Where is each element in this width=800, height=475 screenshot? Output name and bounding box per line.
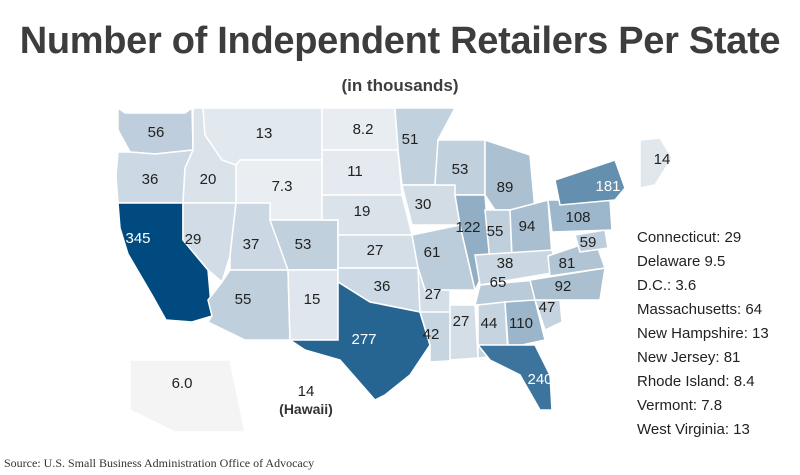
state-value-pa: 108 bbox=[565, 209, 590, 226]
state-fl bbox=[476, 344, 553, 411]
small-states-list: Connecticut: 29 Delaware 9.5 D.C.: 3.6 Mass… bbox=[637, 226, 769, 442]
state-ga bbox=[504, 299, 546, 346]
state-value-mn: 51 bbox=[402, 131, 419, 148]
state-value-va: 81 bbox=[559, 255, 576, 272]
state-value-wi: 53 bbox=[452, 161, 469, 178]
state-value-sd: 11 bbox=[347, 163, 363, 180]
hawaii-caption: (Hawaii) bbox=[279, 401, 333, 417]
state-value-nv: 29 bbox=[185, 231, 202, 248]
small-state-entry: Massachusetts: 64 bbox=[637, 301, 763, 318]
small-state-entry: Connecticut: 29 bbox=[637, 229, 742, 246]
state-value-ok: 36 bbox=[374, 278, 391, 295]
state-md bbox=[574, 229, 609, 253]
small-state-entry: Delaware 9.5 bbox=[637, 253, 726, 270]
state-value-wa: 56 bbox=[148, 124, 165, 141]
state-value-ak: 6.0 bbox=[172, 375, 193, 392]
state-tx bbox=[287, 280, 431, 401]
state-value-ia: 30 bbox=[415, 196, 432, 213]
state-mi bbox=[484, 138, 536, 211]
state-value-or: 36 bbox=[142, 171, 159, 188]
state-value-mo: 61 bbox=[424, 244, 441, 261]
state-value-id: 20 bbox=[200, 171, 217, 188]
state-ak bbox=[129, 359, 246, 433]
state-value-nm: 15 bbox=[304, 291, 321, 308]
state-value-az: 55 bbox=[235, 291, 252, 308]
state-value-ne: 19 bbox=[354, 203, 371, 220]
state-value-ut: 37 bbox=[243, 236, 260, 253]
state-value-al: 44 bbox=[481, 315, 498, 332]
map-subtitle: (in thousands) bbox=[341, 76, 459, 95]
small-state-entry: West Virginia: 13 bbox=[637, 421, 750, 438]
state-me bbox=[639, 137, 673, 189]
state-value-oh: 94 bbox=[519, 218, 536, 235]
state-value-co: 53 bbox=[295, 236, 312, 253]
state-value-tx: 277 bbox=[351, 331, 376, 348]
small-state-entry: Vermont: 7.8 bbox=[637, 397, 723, 414]
state-value-ks: 27 bbox=[367, 242, 384, 259]
state-value-la: 42 bbox=[423, 326, 440, 343]
state-value-ms: 27 bbox=[453, 313, 470, 330]
state-value-tn: 65 bbox=[490, 274, 507, 291]
state-value-nc: 92 bbox=[555, 278, 572, 295]
state-value-fl: 240 bbox=[527, 371, 552, 388]
state-value-ky: 38 bbox=[497, 255, 514, 272]
state-value-ca: 345 bbox=[125, 230, 150, 247]
small-state-entry: New Jersey: 81 bbox=[637, 349, 741, 366]
state-value-in: 55 bbox=[487, 223, 504, 240]
state-value-ga: 110 bbox=[509, 315, 533, 332]
small-state-entry: Rhode Island: 8.4 bbox=[637, 373, 755, 390]
state-value-ar: 27 bbox=[425, 286, 442, 303]
state-value-me: 14 bbox=[654, 151, 671, 168]
state-value-sc: 47 bbox=[539, 299, 556, 316]
state-ny bbox=[554, 159, 626, 206]
state-value-md: 59 bbox=[580, 234, 597, 251]
source-note: Source: U.S. Small Business Administrati… bbox=[4, 456, 315, 470]
state-value-mt: 13 bbox=[256, 125, 273, 142]
small-state-entry: D.C.: 3.6 bbox=[637, 277, 697, 294]
state-value-nd: 8.2 bbox=[353, 121, 374, 138]
state-value-mi: 89 bbox=[497, 179, 514, 196]
map-title: Number of Independent Retailers Per Stat… bbox=[19, 20, 781, 62]
state-az bbox=[206, 269, 291, 341]
state-value-hi: 14 bbox=[298, 383, 315, 400]
small-state-entry: New Hampshire: 13 bbox=[637, 325, 769, 342]
state-value-il: 122 bbox=[455, 219, 480, 236]
state-value-wy: 7.3 bbox=[272, 178, 293, 195]
state-value-ny: 181 bbox=[595, 178, 620, 195]
